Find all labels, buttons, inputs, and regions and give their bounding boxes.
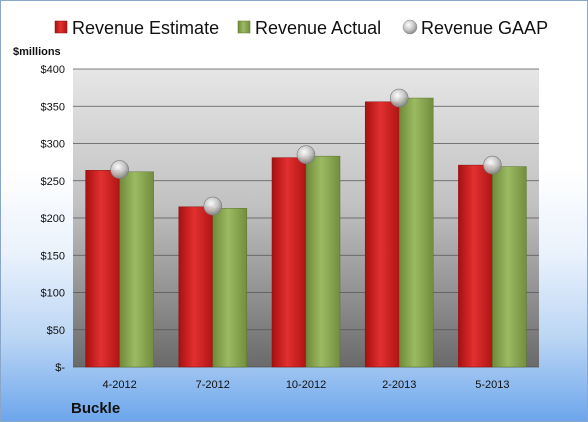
unit-label: $millions <box>13 46 61 58</box>
marker-revenue-gaap <box>389 88 409 108</box>
bar-revenue-estimate <box>178 206 214 368</box>
marker-revenue-gaap <box>110 160 129 179</box>
marker-revenue-gaap <box>483 155 502 175</box>
y-tick-label: $100 <box>41 288 65 300</box>
y-axis-ticks: $- $50 $100 $150 $200 $250 $300 $350 $400 <box>41 64 66 374</box>
bar-revenue-actual <box>212 208 248 368</box>
y-tick-label: $300 <box>41 139 65 151</box>
y-tick-label: $150 <box>41 250 65 262</box>
bar-revenue-actual <box>398 97 434 368</box>
legend-swatch-actual <box>237 20 251 34</box>
bar-revenue-actual <box>119 171 154 368</box>
legend-label-actual: Revenue Actual <box>255 18 381 38</box>
bars <box>85 97 527 368</box>
bar-revenue-estimate <box>85 170 120 368</box>
y-tick-label: $50 <box>47 325 65 337</box>
x-tick-label: 4-2012 <box>102 379 136 391</box>
bar-revenue-actual <box>305 155 341 368</box>
gaap-markers <box>110 88 502 216</box>
legend: Revenue Estimate Revenue Actual Revenue … <box>54 18 548 38</box>
company-label: Buckle <box>71 400 120 417</box>
marker-revenue-gaap <box>203 196 223 216</box>
legend-label-gaap: Revenue GAAP <box>421 18 548 38</box>
y-tick-label: $- <box>55 362 65 374</box>
y-tick-label: $200 <box>41 213 65 225</box>
legend-label-estimate: Revenue Estimate <box>72 18 219 38</box>
bar-revenue-estimate <box>364 101 400 368</box>
marker-revenue-gaap <box>296 145 316 164</box>
bar-revenue-actual <box>492 166 527 368</box>
y-tick-label: $350 <box>41 101 65 113</box>
x-tick-label: 5-2013 <box>475 379 509 391</box>
bar-revenue-estimate <box>458 164 493 368</box>
legend-swatch-estimate <box>54 20 68 34</box>
x-axis-ticks: 4-2012 7-2012 10-2012 2-2013 5-2013 <box>102 379 509 391</box>
legend-marker-gaap <box>402 19 418 35</box>
x-tick-label: 2-2013 <box>382 379 416 391</box>
x-tick-label: 10-2012 <box>286 379 326 391</box>
y-tick-label: $400 <box>41 64 65 76</box>
y-tick-label: $250 <box>41 176 65 188</box>
x-tick-label: 7-2012 <box>196 379 230 391</box>
bar-revenue-estimate <box>271 157 307 368</box>
